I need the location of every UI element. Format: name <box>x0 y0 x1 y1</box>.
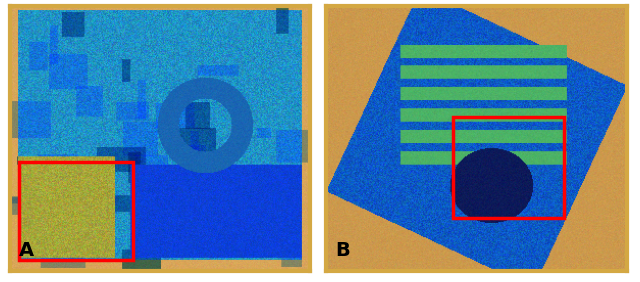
Bar <box>452 117 564 218</box>
Text: A: A <box>19 241 34 260</box>
Bar <box>19 162 133 260</box>
Text: B: B <box>335 241 350 260</box>
